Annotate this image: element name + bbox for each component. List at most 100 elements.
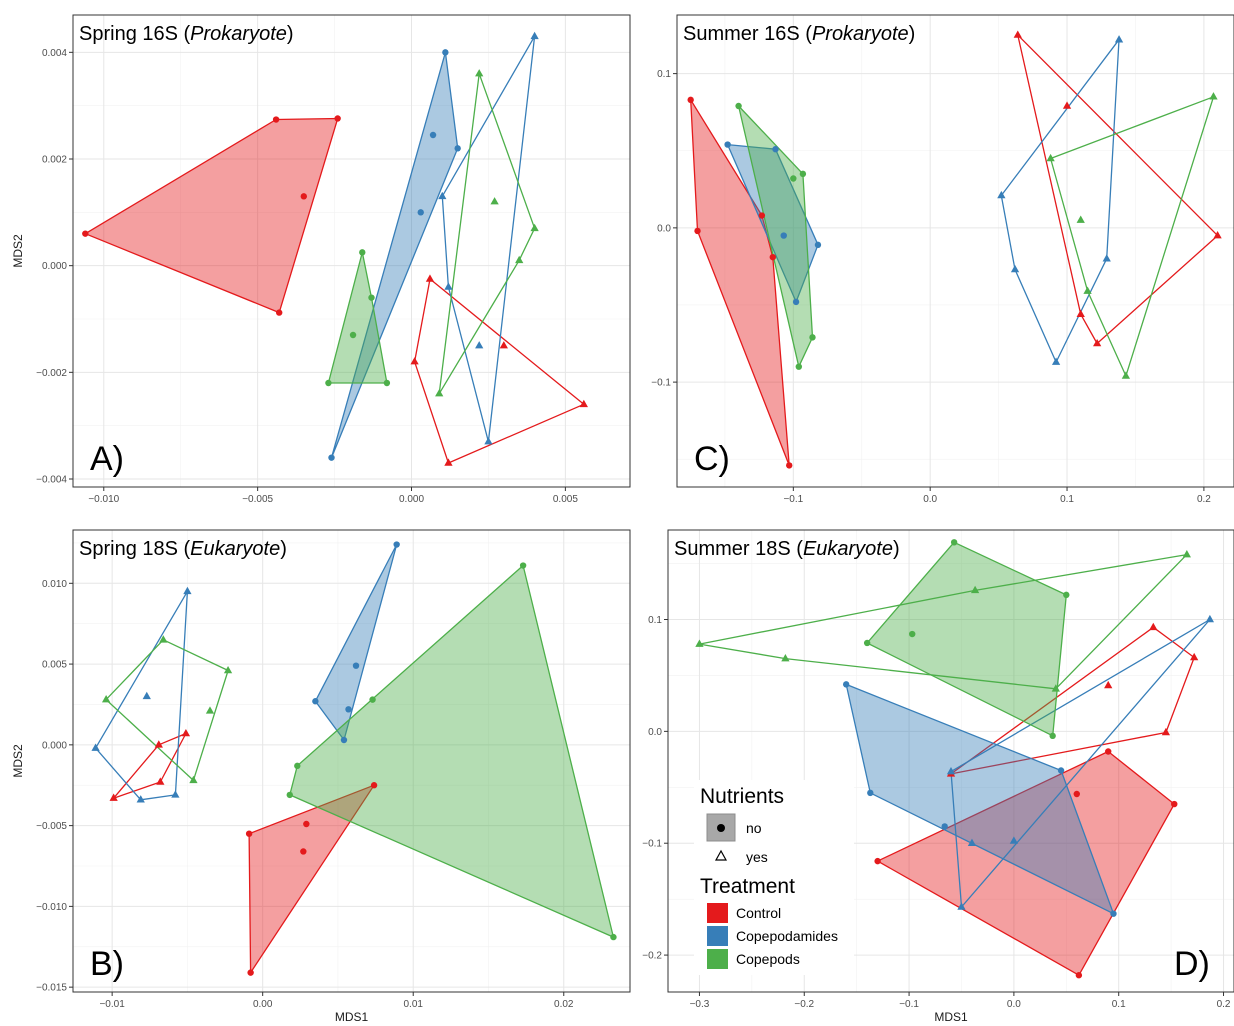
point-circle-copepodamides (418, 209, 424, 215)
y-axis-title: MDS2 (11, 234, 25, 268)
x-tick-label: 0.02 (554, 999, 574, 1010)
point-circle-control (874, 858, 880, 864)
panel-title-prefix: Spring 16S ( (79, 23, 191, 45)
point-circle-copepodamides (430, 132, 436, 138)
panel-title-prefix: Summer 16S ( (683, 23, 812, 45)
point-circle-copepodamides (1058, 767, 1064, 773)
panel-title-italic: Prokaryote (190, 23, 287, 45)
panel-title-suffix: ) (280, 538, 287, 560)
point-circle-copepodamides (867, 790, 873, 796)
point-circle-copepods (796, 363, 802, 369)
point-circle-control (770, 254, 776, 260)
legend-circle-marker (717, 824, 725, 832)
panel-title-suffix: ) (287, 23, 294, 45)
y-tick-label: 0.1 (657, 69, 671, 80)
point-circle-copepods (790, 175, 796, 181)
y-tick-label: 0.000 (42, 261, 67, 272)
point-circle-copepodamides (341, 737, 347, 743)
point-circle-copepods (359, 249, 365, 255)
point-circle-copepodamides (345, 706, 351, 712)
point-circle-control (82, 230, 88, 236)
panel-title-italic: Eukaryote (803, 538, 893, 560)
legend-treatment-title: Treatment (700, 875, 795, 898)
point-circle-copepods (800, 171, 806, 177)
point-circle-copepodamides (454, 145, 460, 151)
point-circle-control (276, 309, 282, 315)
legend-nutrients-yes-label: yes (746, 849, 768, 865)
point-circle-copepods (909, 631, 915, 637)
panel-letter: B) (90, 945, 124, 983)
panel-B: −0.01 0.00 0.01 0.02−0.015−0.010−0.0050.000… (11, 530, 639, 1026)
point-circle-control (301, 193, 307, 199)
y-tick-label: 0.010 (42, 579, 67, 590)
panel-title-italic: Prokaryote (812, 23, 909, 45)
x-tick-label: 0.2 (1197, 494, 1211, 505)
x-tick-label: −0.01 (99, 999, 125, 1010)
point-circle-copepods (384, 380, 390, 386)
legend-nutrients-title: Nutrients (700, 785, 784, 808)
x-tick-label: 0.00 (253, 999, 273, 1010)
point-circle-control (300, 848, 306, 854)
point-circle-copepods (951, 539, 957, 545)
panel-letter: A) (90, 440, 124, 478)
panel-title-suffix: ) (893, 538, 900, 560)
panel-letter: D) (1174, 945, 1210, 983)
point-circle-copepodamides (312, 698, 318, 704)
legend-copepodamides-label: Copepodamides (736, 928, 838, 944)
panel-letter: C) (694, 440, 730, 478)
y-tick-label: −0.1 (651, 378, 671, 389)
panel-title: Spring 18S (Eukaryote) (79, 538, 287, 560)
point-circle-copepods (287, 792, 293, 798)
x-tick-label: 0.000 (399, 494, 424, 505)
point-circle-copepodamides (328, 454, 334, 460)
point-circle-copepods (369, 696, 375, 702)
point-circle-control (334, 115, 340, 121)
y-axis-title: MDS2 (11, 744, 25, 778)
point-circle-control (694, 228, 700, 234)
point-circle-control (759, 212, 765, 218)
point-circle-copepodamides (724, 141, 730, 147)
point-circle-copepodamides (353, 662, 359, 668)
point-circle-control (1076, 972, 1082, 978)
legend-swatch-copepods (707, 949, 728, 969)
y-tick-label: −0.2 (642, 951, 662, 962)
panel-title: Spring 16S (Prokaryote) (79, 23, 294, 45)
point-circle-copepodamides (942, 823, 948, 829)
y-tick-label: −0.004 (36, 475, 67, 486)
point-circle-copepodamides (772, 146, 778, 152)
point-circle-copepodamides (793, 299, 799, 305)
x-tick-label: −0.1 (899, 999, 919, 1010)
panel-title-prefix: Summer 18S ( (674, 538, 803, 560)
y-tick-label: −0.1 (642, 839, 662, 850)
point-circle-control (1074, 791, 1080, 797)
x-tick-label: −0.1 (783, 494, 803, 505)
point-circle-control (273, 116, 279, 122)
y-tick-label: 0.005 (42, 660, 67, 671)
point-circle-copepods (325, 380, 331, 386)
point-circle-copepods (610, 934, 616, 940)
x-tick-label: −0.010 (88, 494, 119, 505)
point-circle-copepodamides (815, 242, 821, 248)
point-circle-control (247, 969, 253, 975)
panel-title-prefix: Spring 18S ( (79, 538, 191, 560)
x-tick-label: −0.2 (794, 999, 814, 1010)
y-tick-label: −0.015 (36, 983, 67, 994)
x-tick-label: −0.3 (690, 999, 710, 1010)
x-tick-label: −0.005 (242, 494, 273, 505)
point-circle-copepodamides (1110, 910, 1116, 916)
x-tick-label: 0.2 (1217, 999, 1231, 1010)
point-circle-copepodamides (843, 681, 849, 687)
panel-title-suffix: ) (909, 23, 916, 45)
y-tick-label: 0.0 (648, 727, 662, 738)
legend-control-label: Control (736, 905, 781, 921)
point-circle-copepodamides (393, 541, 399, 547)
x-tick-label: 0.0 (923, 494, 937, 505)
point-circle-control (246, 830, 252, 836)
legend-nutrients-no-label: no (746, 820, 762, 836)
point-circle-control (786, 462, 792, 468)
point-circle-copepods (809, 334, 815, 340)
y-tick-label: 0.000 (42, 740, 67, 751)
point-circle-copepods (520, 562, 526, 568)
x-tick-label: 0.1 (1112, 999, 1126, 1010)
